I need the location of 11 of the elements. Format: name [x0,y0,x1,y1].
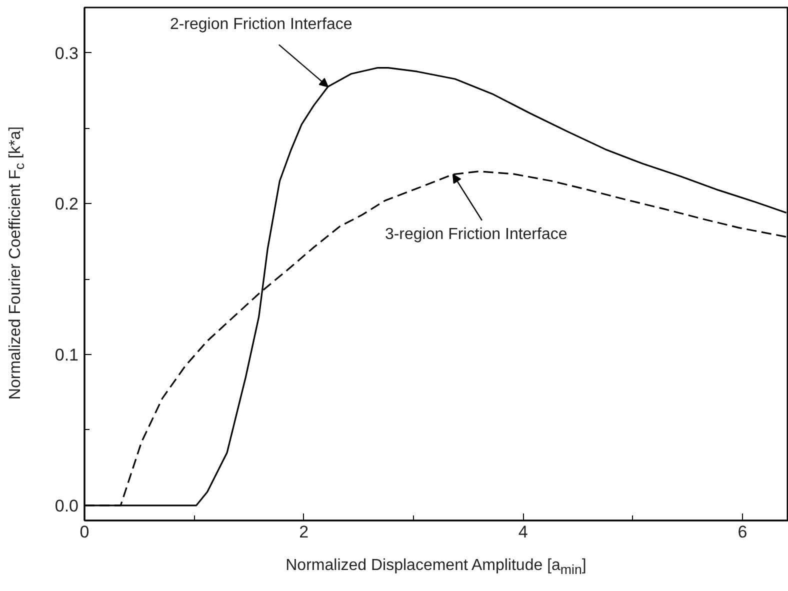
x-tick-label: 4 [518,522,528,542]
x-tick-label: 6 [738,522,748,542]
y-tick-label: 0.2 [54,194,79,214]
x-tick-label: 2 [299,522,309,542]
x-tick-label: 0 [80,522,90,542]
x-axis-title: Normalized Displacement Amplitude [a$_{min}$] [284,556,588,580]
annotation: 2-region Friction Interface [170,16,352,34]
y-tick-label: 0.1 [54,346,79,365]
y-tick-label: 0.0 [54,496,79,516]
annotation: 3-region Friction Interface [384,226,568,243]
y-tick-label: 0.3 [54,44,79,63]
